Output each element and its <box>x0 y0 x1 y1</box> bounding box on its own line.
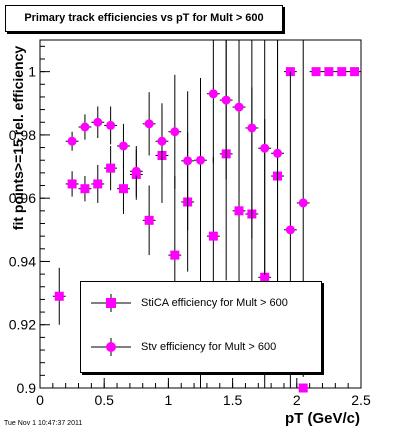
data-point-circle <box>170 127 180 137</box>
legend-entry-stica: StiCA efficiency for Mult > 600 <box>81 288 321 318</box>
data-point-circle <box>131 166 141 176</box>
legend: StiCA efficiency for Mult > 600 Stv effi… <box>80 281 322 373</box>
x-tick-label: 0 <box>36 392 44 408</box>
data-point-circle <box>93 117 103 127</box>
data-point-square <box>80 184 90 194</box>
data-point-circle <box>67 136 77 146</box>
data-point-circle <box>260 143 270 153</box>
legend-entry-stv: Stv efficiency for Mult > 600 <box>81 332 321 362</box>
x-axis-label: pT (GeV/c) <box>285 410 361 427</box>
data-point-circle <box>157 136 167 146</box>
x-tick-label: 1.5 <box>223 392 243 408</box>
data-point-square <box>260 272 270 282</box>
y-tick-label: 1 <box>28 64 36 80</box>
data-point-square <box>106 163 116 173</box>
data-point-circle <box>221 95 231 105</box>
data-point-circle <box>273 148 283 158</box>
y-tick-label: 0.9 <box>17 380 37 396</box>
data-point-circle <box>247 123 257 133</box>
data-point-circle <box>106 120 116 130</box>
timestamp: Tue Nov 1 10:47:37 2011 <box>4 420 83 427</box>
data-point-circle <box>234 102 244 112</box>
data-point-square <box>298 383 308 393</box>
x-tick-label: 0.5 <box>94 392 114 408</box>
y-tick-label: 0.94 <box>9 253 36 269</box>
data-point-square <box>311 67 321 77</box>
legend-marker-square-icon <box>91 294 131 312</box>
x-tick-label: 2 <box>293 392 301 408</box>
data-point-square <box>324 67 334 77</box>
y-tick-label: 0.92 <box>9 317 36 333</box>
y-tick-label: 0.98 <box>9 127 36 143</box>
data-point-circle <box>118 141 128 151</box>
series-stv <box>65 40 310 388</box>
data-point-square <box>208 231 218 241</box>
y-tick-label: 0.96 <box>9 190 36 206</box>
data-point-circle <box>80 122 90 132</box>
chart-title: Primary track efficiencies vs pT for Mul… <box>5 5 283 32</box>
data-point-circle <box>183 156 193 166</box>
legend-label-stica: StiCA efficiency for Mult > 600 <box>141 297 288 309</box>
x-tick-label: 2.5 <box>351 392 371 408</box>
axes: 0 0.5 1 1.5 2 2.5 0.9 0.92 0.94 0.96 0.98 1 <box>9 45 371 408</box>
x-tick-label: 1 <box>165 392 173 408</box>
data-point-circle <box>208 89 218 99</box>
data-point-square <box>93 179 103 189</box>
data-point-circle <box>144 119 154 129</box>
data-point-circle <box>196 155 205 165</box>
legend-label-stv: Stv efficiency for Mult > 600 <box>141 341 277 353</box>
data-point-square <box>350 67 360 77</box>
legend-marker-circle-icon <box>91 338 131 356</box>
data-point-square <box>144 215 154 225</box>
data-point-square <box>54 291 64 301</box>
data-point-square <box>337 67 347 77</box>
data-point-circle <box>298 198 308 208</box>
data-point-square <box>67 179 77 189</box>
data-point-square <box>234 206 244 216</box>
data-point-square <box>118 184 128 194</box>
y-axis-label: fit points>=15 rel. efficiency <box>10 45 26 231</box>
data-point-square <box>170 250 180 260</box>
data-point-circle <box>285 225 295 235</box>
